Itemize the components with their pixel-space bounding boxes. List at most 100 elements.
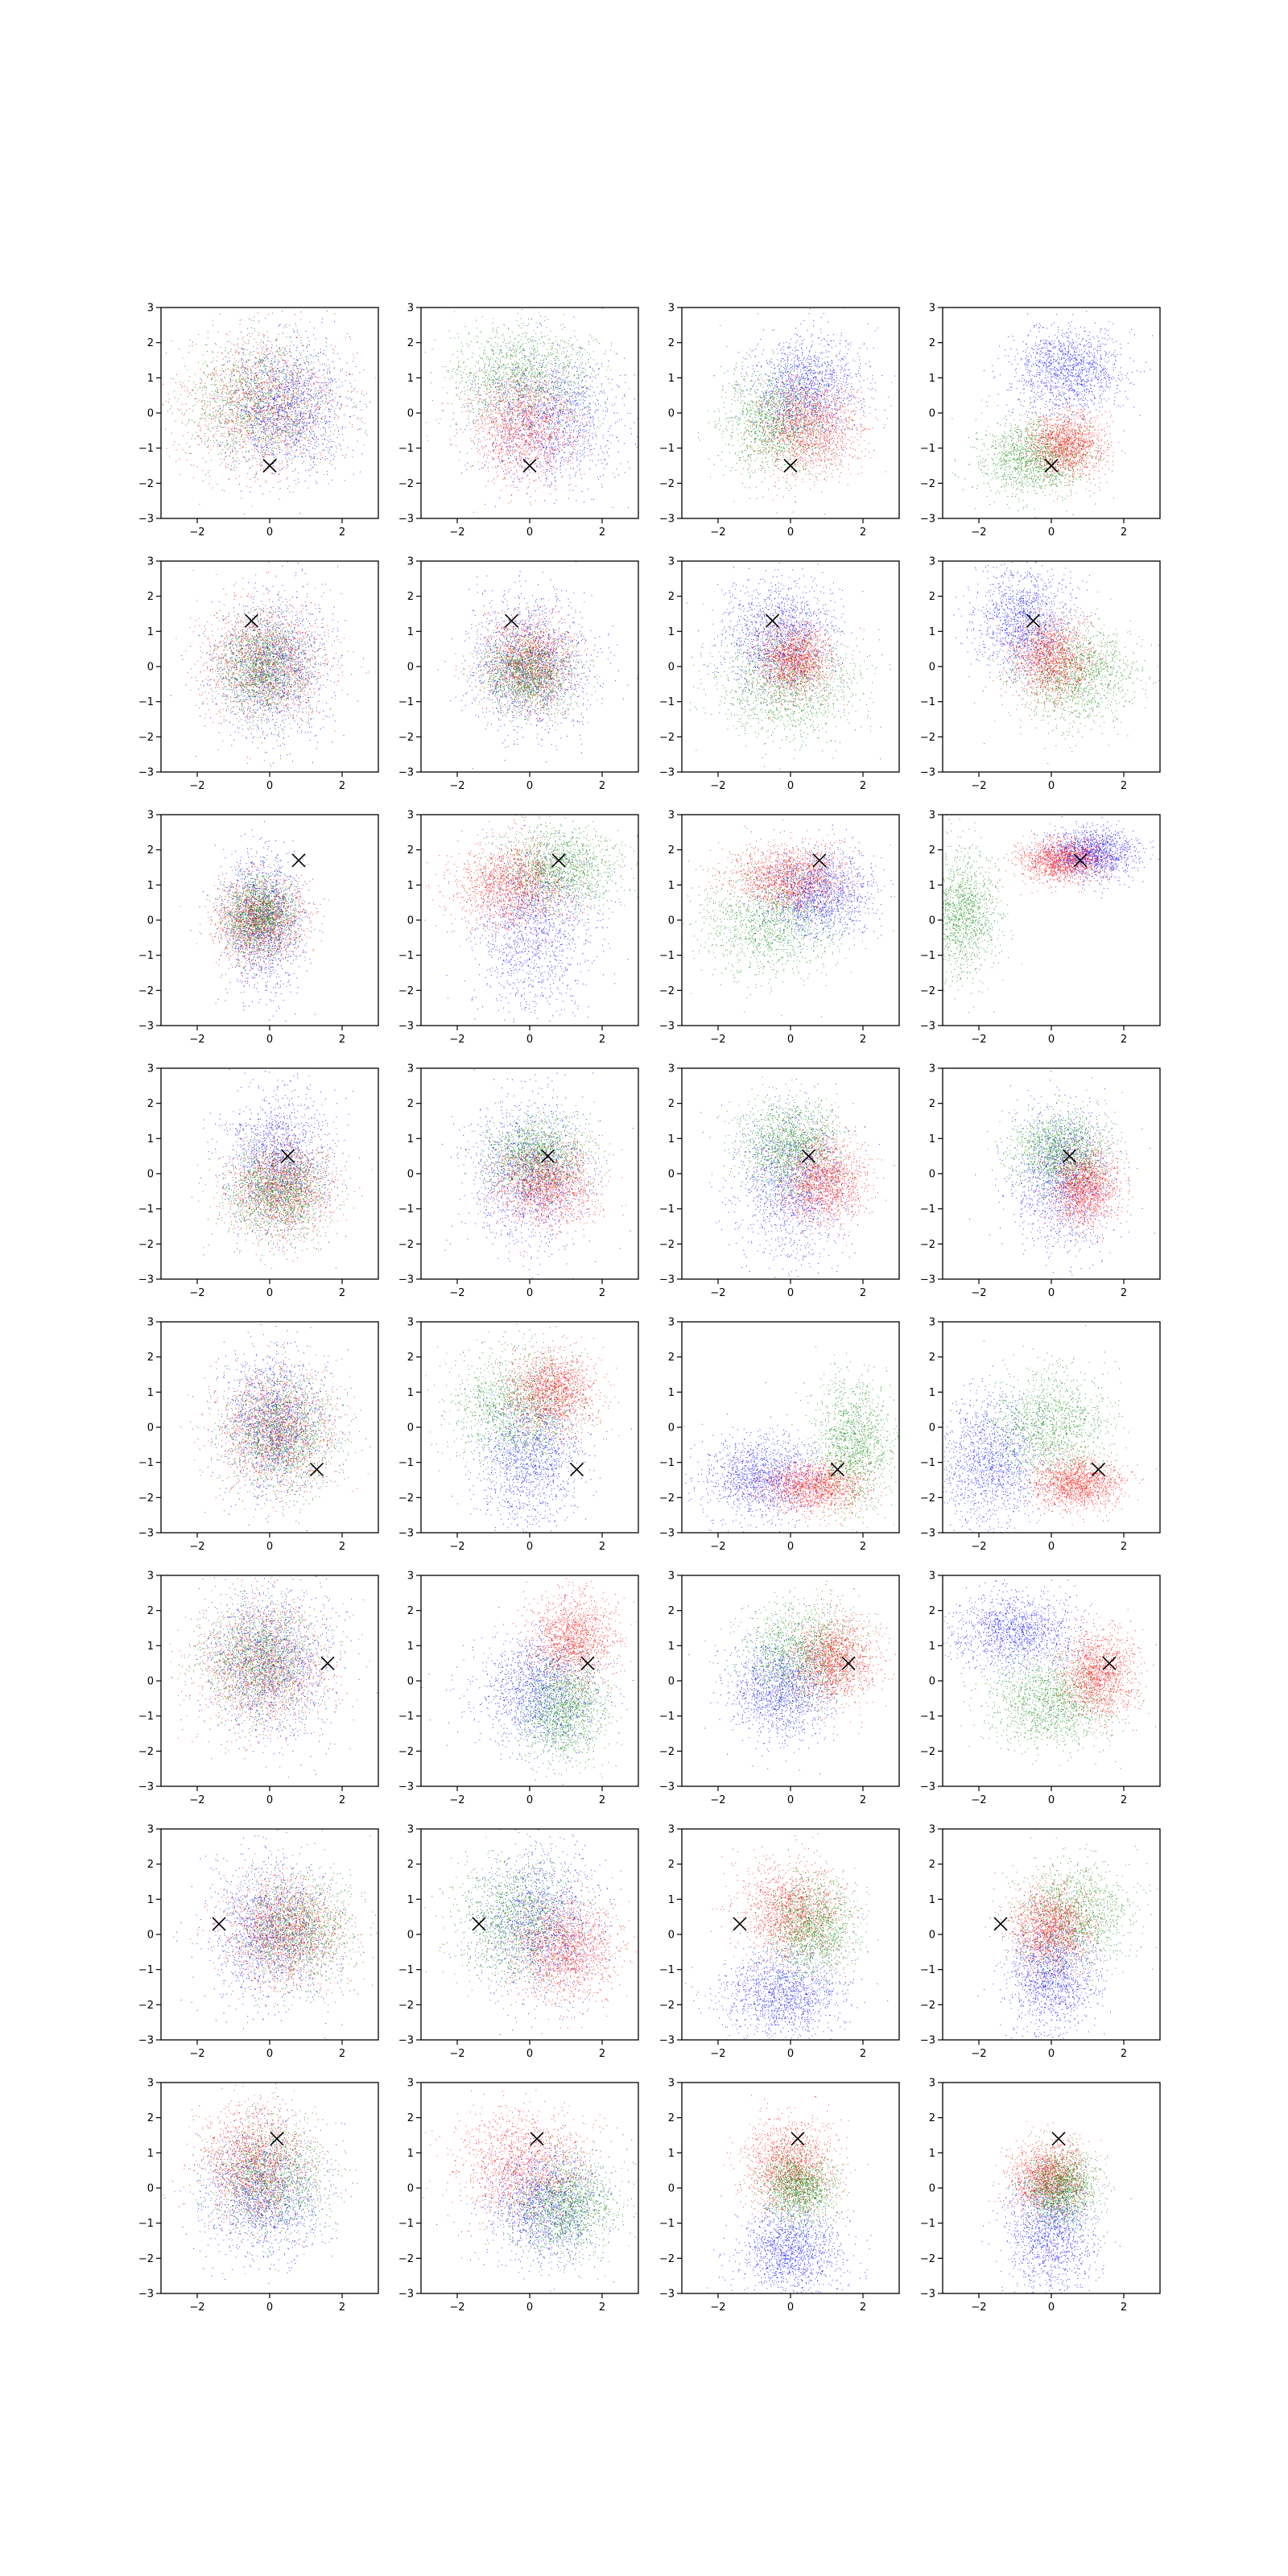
x-tick-label: −2	[189, 1034, 204, 1046]
x-tick-label: 2	[599, 2048, 605, 2060]
y-tick-label: 2	[668, 1352, 675, 1364]
y-tick-label: 0	[668, 1422, 675, 1435]
x-tick-label: 2	[599, 1287, 605, 1299]
x-tick-label: 2	[599, 1541, 605, 1553]
x-tick-label: −2	[449, 2301, 464, 2314]
y-tick-label: 0	[407, 1676, 414, 1688]
y-tick-label: 1	[929, 1133, 935, 1146]
x-tick-label: 0	[526, 2048, 533, 2060]
y-tick-label: 3	[929, 810, 935, 822]
x-tick-label: 2	[339, 2301, 345, 2314]
y-tick-label: 1	[929, 373, 935, 385]
y-tick-label: 3	[929, 2078, 935, 2090]
x-tick-label: 2	[339, 1287, 345, 1299]
y-tick-label: 1	[668, 626, 675, 638]
y-tick-label: −3	[398, 1021, 414, 1033]
y-tick-label: 1	[668, 2148, 675, 2160]
y-tick-label: 0	[147, 915, 154, 927]
y-tick-label: −1	[920, 1203, 935, 1216]
x-tick-label: −2	[971, 1287, 986, 1299]
y-tick-label: −2	[920, 1239, 935, 1251]
x-tick-label: −2	[189, 526, 204, 539]
y-tick-label: −1	[398, 1711, 414, 1723]
y-tick-label: −2	[398, 2253, 414, 2265]
x-tick-label: 2	[599, 1794, 605, 1806]
y-tick-label: −1	[138, 1711, 154, 1723]
x-tick-label: 0	[266, 2301, 273, 2314]
y-tick-label: −3	[398, 1528, 414, 1540]
y-tick-label: 1	[929, 1894, 935, 1906]
y-tick-label: −1	[138, 950, 154, 962]
y-tick-label: 2	[668, 2112, 675, 2124]
y-tick-label: 3	[407, 556, 414, 568]
y-tick-label: 2	[668, 1859, 675, 1871]
y-tick-label: 3	[929, 303, 935, 315]
x-tick-label: 2	[1121, 526, 1127, 539]
y-tick-label: 0	[929, 1169, 935, 1181]
y-tick-label: −2	[398, 985, 414, 997]
y-tick-label: 2	[407, 2112, 414, 2124]
y-tick-label: 1	[668, 373, 675, 385]
x-tick-label: 0	[1048, 2048, 1055, 2060]
y-tick-label: 2	[929, 2112, 935, 2124]
y-tick-label: 3	[407, 1063, 414, 1075]
y-tick-label: 3	[668, 556, 675, 568]
y-tick-label: −2	[398, 1746, 414, 1758]
y-tick-label: 0	[147, 2183, 154, 2195]
x-tick-label: 0	[787, 526, 794, 539]
y-tick-label: −3	[659, 1528, 675, 1540]
y-tick-label: −3	[920, 2035, 935, 2047]
y-tick-label: 2	[929, 1098, 935, 1110]
y-tick-label: 1	[668, 1894, 675, 1906]
y-tick-label: −1	[398, 950, 414, 962]
y-tick-label: −3	[138, 1021, 154, 1033]
y-tick-label: 2	[668, 591, 675, 603]
x-tick-label: 0	[526, 2301, 533, 2314]
x-tick-label: −2	[449, 1034, 464, 1046]
y-tick-label: 2	[147, 591, 154, 603]
x-tick-label: −2	[189, 780, 204, 792]
x-tick-label: −2	[971, 2048, 986, 2060]
x-tick-label: 0	[266, 2048, 273, 2060]
y-tick-label: −2	[659, 2000, 675, 2012]
x-tick-label: −2	[449, 1287, 464, 1299]
y-tick-label: −3	[138, 1528, 154, 1540]
y-tick-label: −1	[138, 443, 154, 455]
x-tick-label: 2	[339, 1034, 345, 1046]
y-tick-label: 1	[668, 1133, 675, 1146]
y-tick-label: 2	[668, 1098, 675, 1110]
y-tick-label: 0	[147, 408, 154, 420]
y-tick-label: −1	[398, 2218, 414, 2230]
y-tick-label: 0	[147, 1422, 154, 1435]
y-tick-label: 3	[929, 556, 935, 568]
y-tick-label: 3	[407, 303, 414, 315]
x-tick-label: −2	[449, 2048, 464, 2060]
y-tick-label: −3	[659, 2035, 675, 2047]
x-tick-label: −2	[971, 780, 986, 792]
y-tick-label: 2	[147, 1859, 154, 1871]
y-tick-label: −2	[920, 2000, 935, 2012]
y-tick-label: 1	[929, 1387, 935, 1399]
x-tick-label: −2	[710, 1287, 725, 1299]
x-tick-label: 2	[1121, 780, 1127, 792]
y-tick-label: 0	[668, 2183, 675, 2195]
y-tick-label: −2	[659, 478, 675, 490]
y-tick-label: −2	[920, 1492, 935, 1505]
x-tick-label: 0	[526, 1287, 533, 1299]
y-tick-label: −2	[920, 478, 935, 490]
x-tick-label: 2	[339, 1794, 345, 1806]
y-tick-label: −1	[398, 1457, 414, 1469]
x-tick-label: 0	[787, 1287, 794, 1299]
x-tick-label: 2	[599, 780, 605, 792]
x-tick-label: 0	[1048, 526, 1055, 539]
y-tick-label: −2	[138, 1239, 154, 1251]
x-tick-label: 2	[860, 1794, 866, 1806]
y-tick-label: 2	[668, 337, 675, 349]
y-tick-label: 1	[407, 1894, 414, 1906]
y-tick-label: 3	[668, 1317, 675, 1329]
x-tick-label: 2	[860, 1541, 866, 1553]
x-tick-label: 2	[339, 1541, 345, 1553]
y-tick-label: −3	[920, 514, 935, 526]
x-tick-label: 0	[526, 780, 533, 792]
